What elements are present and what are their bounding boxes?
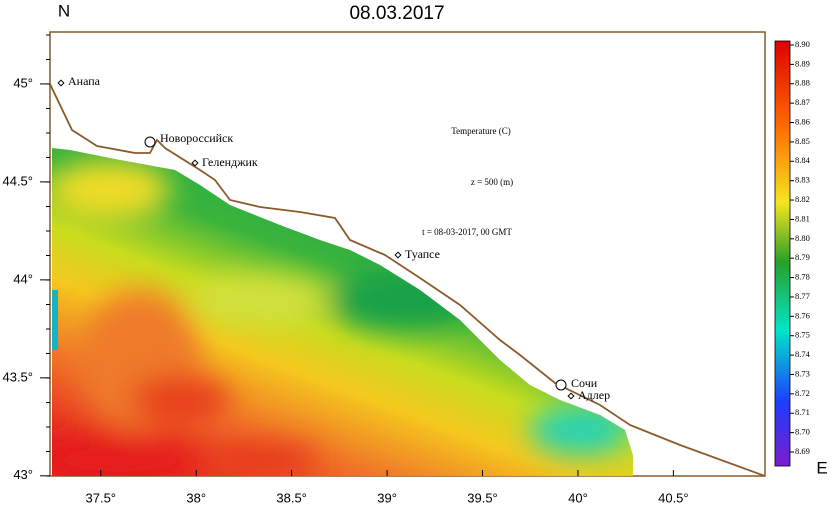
city-label: Анапа	[68, 74, 101, 88]
colorbar-label: 8.77	[795, 291, 810, 301]
city-label: Сочи	[571, 376, 598, 390]
annotation: Temperature (C)	[451, 126, 511, 136]
y-tick-label: 43.5°	[2, 369, 33, 384]
city-marker	[144, 136, 156, 148]
colorbar-label: 8.75	[795, 330, 810, 340]
city-marker	[555, 379, 567, 391]
x-tick-label: 37.5°	[86, 490, 117, 505]
colorbar-label: 8.80	[795, 233, 810, 243]
annotation: t = 08-03-2017, 00 GMT	[422, 227, 512, 237]
city-label: Туапсе	[405, 247, 440, 261]
colorbar-label: 8.84	[795, 155, 811, 165]
colorbar	[774, 40, 791, 467]
colorbar-label: 8.87	[795, 97, 810, 107]
y-tick-label: 44°	[13, 271, 33, 286]
x-tick-label: 39.5°	[467, 490, 498, 505]
colorbar-label: 8.74	[795, 349, 811, 359]
annotation: z = 500 (m)	[471, 177, 513, 187]
city-label: Адлер	[578, 388, 610, 402]
city-marker	[567, 392, 575, 400]
x-tick-label: 39°	[377, 490, 397, 505]
y-tick-label: 44.5°	[2, 173, 33, 188]
colorbar-label: 8.81	[795, 213, 810, 223]
colorbar-label: 8.72	[795, 388, 810, 398]
y-tick-label: 45°	[13, 75, 33, 90]
cities	[57, 79, 575, 400]
colorbar-label: 8.82	[795, 194, 810, 204]
colorbar-label: 8.86	[795, 116, 810, 126]
colorbar-label: 8.83	[795, 175, 810, 185]
y-tick-label: 43°	[13, 467, 33, 482]
city-label: Геленджик	[202, 155, 258, 169]
colorbar-label: 8.73	[795, 368, 810, 378]
city-label: Новороссийск	[160, 131, 233, 145]
city-marker	[394, 251, 402, 259]
colorbar-label: 8.90	[795, 39, 810, 49]
city-marker	[191, 159, 199, 167]
colorbar-label: 8.69	[795, 446, 810, 456]
x-tick-label: 38.5°	[276, 490, 307, 505]
colorbar-label: 8.88	[795, 78, 810, 88]
temperature-field	[52, 148, 633, 476]
colorbar-label: 8.79	[795, 252, 810, 262]
title: 08.03.2017	[349, 3, 444, 24]
x-tick-label: 38°	[186, 490, 206, 505]
east-label: E	[816, 458, 827, 477]
colorbar-label: 8.78	[795, 272, 810, 282]
city-marker	[57, 79, 65, 87]
colorbar-label: 8.85	[795, 136, 810, 146]
x-tick-label: 40°	[568, 490, 588, 505]
x-tick-label: 40.5°	[658, 490, 689, 505]
colorbar-label: 8.71	[795, 407, 810, 417]
colorbar-label: 8.76	[795, 310, 810, 320]
north-label: N	[58, 1, 70, 20]
colorbar-label: 8.89	[795, 58, 810, 68]
colorbar-label: 8.70	[795, 427, 810, 437]
